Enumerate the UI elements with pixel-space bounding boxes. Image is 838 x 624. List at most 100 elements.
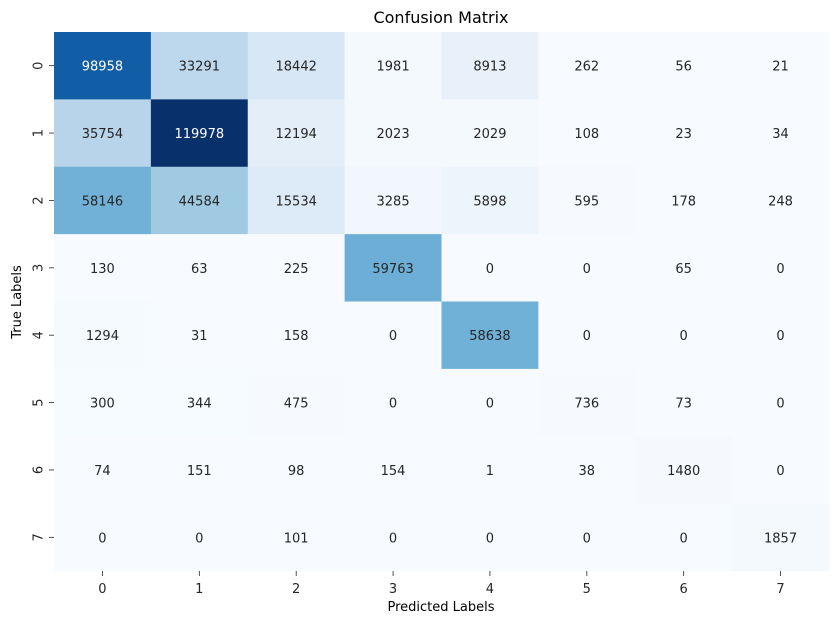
heatmap-cell <box>54 301 152 370</box>
heatmap-cell <box>344 368 443 437</box>
heatmap-cell <box>732 32 830 100</box>
heatmap-cell <box>538 368 636 437</box>
cell-value-label: 0 <box>486 262 494 277</box>
heatmap-cell <box>441 436 539 505</box>
heatmap-cell <box>538 301 636 370</box>
heatmap-cell <box>344 301 443 370</box>
heatmap-cell <box>635 99 733 168</box>
heatmap-cell <box>441 99 539 168</box>
heatmap-cell <box>247 436 346 505</box>
heatmap-cell <box>247 234 346 303</box>
heatmap-cell <box>732 503 830 572</box>
heatmap-cell <box>54 234 152 303</box>
cell-value-label: 736 <box>574 397 599 412</box>
heatmap-cell <box>635 301 733 370</box>
x-axis-ticks: 0 1 2 3 4 5 6 7 <box>98 571 785 597</box>
cell-value-label: 18442 <box>276 60 317 75</box>
cell-value-label: 8913 <box>473 60 506 75</box>
cell-value-label: 65 <box>675 262 692 277</box>
cell-value-label: 0 <box>98 531 106 546</box>
cell-value-label: 1294 <box>86 329 119 344</box>
heatmap-cell <box>344 503 443 572</box>
cell-value-label: 63 <box>191 262 208 277</box>
heatmap-cell <box>538 234 636 303</box>
cell-value-label: 2029 <box>473 127 506 142</box>
heatmap-cell <box>441 503 539 572</box>
cell-value-label: 3285 <box>377 194 410 209</box>
cell-value-label: 58638 <box>469 329 510 344</box>
cell-value-label: 178 <box>671 194 696 209</box>
cell-value-label: 595 <box>574 194 599 209</box>
heatmap-cell <box>344 166 443 235</box>
heatmap-cell <box>732 301 830 370</box>
cell-value-label: 74 <box>94 464 111 479</box>
heatmap-cell <box>732 99 830 168</box>
y-axis-label: True Labels <box>10 265 25 340</box>
cell-value-label: 1981 <box>377 60 410 75</box>
heatmap-cell <box>635 32 733 100</box>
heatmap-cell <box>344 436 443 505</box>
heatmap-cell <box>344 99 443 168</box>
heatmap-cell <box>635 436 733 505</box>
x-tick-label: 1 <box>195 582 203 597</box>
heatmap-cell <box>538 166 636 235</box>
cell-value-label: 1480 <box>667 464 700 479</box>
cell-value-label: 0 <box>486 531 494 546</box>
heatmap-cell <box>247 32 346 100</box>
cell-value-label: 475 <box>284 397 309 412</box>
y-tick-label: 2 <box>32 196 47 204</box>
cell-value-label: 158 <box>284 329 309 344</box>
cell-value-label: 0 <box>583 329 591 344</box>
heatmap-cell <box>54 436 152 505</box>
cell-value-label: 0 <box>195 531 203 546</box>
heatmap-cell <box>538 436 636 505</box>
heatmap-cell <box>150 301 249 370</box>
cell-value-label: 119978 <box>174 127 224 142</box>
heatmap-cell <box>344 234 443 303</box>
heatmap-cell <box>732 368 830 437</box>
cell-value-label: 73 <box>675 397 692 412</box>
y-axis-ticks: 0 1 2 3 4 5 6 7 <box>32 62 54 541</box>
cell-value-label: 0 <box>389 397 397 412</box>
heatmap-cell <box>247 166 346 235</box>
heatmap-cell <box>344 32 443 100</box>
cell-value-label: 44584 <box>179 194 220 209</box>
x-tick-label: 2 <box>292 582 300 597</box>
cell-value-label: 58146 <box>82 194 123 209</box>
cell-value-label: 0 <box>486 397 494 412</box>
cell-value-label: 0 <box>776 329 784 344</box>
heatmap-cell <box>150 234 249 303</box>
heatmap-cell <box>635 368 733 437</box>
heatmap-cell <box>732 436 830 505</box>
y-tick-label: 0 <box>32 62 47 70</box>
x-tick-label: 5 <box>583 582 591 597</box>
heatmap-cell <box>54 166 152 235</box>
heatmap-cell <box>732 166 830 235</box>
cell-value-label: 0 <box>776 464 784 479</box>
cell-value-label: 35754 <box>82 127 123 142</box>
cell-value-label: 33291 <box>179 60 220 75</box>
cell-value-label: 98 <box>288 464 305 479</box>
y-tick-label: 5 <box>32 398 47 406</box>
y-tick-label: 7 <box>32 533 47 541</box>
cell-value-label: 34 <box>772 127 789 142</box>
cell-value-label: 154 <box>381 464 406 479</box>
cell-value-label: 262 <box>574 60 599 75</box>
cell-value-label: 59763 <box>372 262 413 277</box>
heatmap-cell <box>441 368 539 437</box>
x-axis-label: Predicted Labels <box>387 600 494 615</box>
cell-value-label: 1857 <box>764 531 797 546</box>
cell-value-label: 0 <box>680 329 688 344</box>
heatmap-cell <box>538 503 636 572</box>
heatmap-cell <box>54 99 152 168</box>
heatmap-cells: 98958 33291 18442 1981 8913 262 56 21 35754 11997… <box>54 32 830 572</box>
cell-value-label: 12194 <box>276 127 317 142</box>
cell-value-label: 0 <box>389 531 397 546</box>
cell-value-label: 0 <box>389 329 397 344</box>
cell-value-label: 21 <box>772 60 789 75</box>
y-tick-label: 6 <box>32 466 47 474</box>
cell-value-label: 151 <box>187 464 212 479</box>
cell-value-label: 0 <box>583 262 591 277</box>
x-tick-label: 7 <box>776 582 784 597</box>
heatmap-cell <box>635 234 733 303</box>
